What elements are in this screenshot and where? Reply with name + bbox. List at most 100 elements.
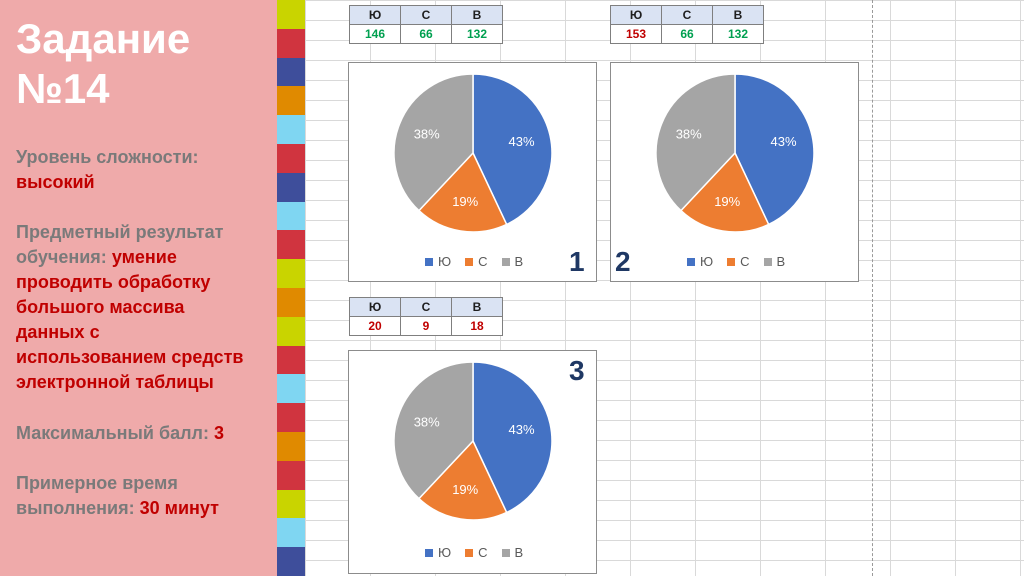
color-stripe bbox=[277, 0, 305, 29]
color-stripe-column bbox=[277, 0, 305, 576]
data-table-1: Ю С В 146 66 132 bbox=[349, 5, 503, 44]
legend-swatch bbox=[501, 257, 510, 266]
table-header-cell[interactable]: С bbox=[400, 297, 452, 317]
page-break-line bbox=[872, 0, 874, 576]
table-value-cell[interactable]: 9 bbox=[400, 316, 452, 336]
table-value-cell[interactable]: 18 bbox=[451, 316, 503, 336]
table-value-cell[interactable]: 132 bbox=[712, 24, 764, 44]
color-stripe bbox=[277, 201, 305, 231]
table-header-cell[interactable]: Ю bbox=[349, 297, 401, 317]
max-score-block: Максимальный балл: 3 bbox=[16, 421, 274, 446]
difficulty-block: Уровень сложности: высокий bbox=[16, 145, 274, 195]
legend-swatch bbox=[687, 257, 695, 266]
table-value-cell[interactable]: 20 bbox=[349, 316, 401, 336]
legend-label: Ю bbox=[438, 545, 452, 561]
table-header-cell[interactable]: В bbox=[451, 5, 503, 25]
pie-data-label: 19% bbox=[452, 482, 478, 497]
pie-slice[interactable] bbox=[472, 361, 553, 514]
color-stripe bbox=[277, 115, 305, 144]
result-value-5: использованием средств bbox=[16, 347, 244, 367]
pie-slice[interactable] bbox=[655, 73, 736, 212]
table-header-cell[interactable]: С bbox=[400, 5, 452, 25]
pie-chart-1[interactable]: 43% 19% 38% Ю С В 1 bbox=[348, 62, 597, 282]
legend-label: В bbox=[514, 545, 524, 561]
legend-swatch bbox=[763, 257, 772, 266]
legend-swatch bbox=[425, 257, 433, 266]
pie-slice[interactable] bbox=[393, 361, 474, 500]
color-stripe bbox=[277, 28, 305, 58]
pie-chart-2[interactable]: 43% 19% 38% Ю С В 2 bbox=[610, 62, 859, 282]
pie-slice[interactable] bbox=[472, 73, 553, 226]
color-stripe bbox=[277, 259, 305, 288]
color-stripe bbox=[277, 288, 305, 317]
max-score-value: 3 bbox=[213, 423, 224, 443]
pie-data-label: 43% bbox=[509, 422, 535, 437]
pie-slice[interactable] bbox=[417, 439, 508, 521]
table-value-cell[interactable]: 153 bbox=[610, 24, 662, 44]
pie-slice[interactable] bbox=[679, 151, 770, 233]
chart-number: 2 bbox=[615, 246, 631, 277]
result-value-3: большого массива bbox=[16, 297, 185, 317]
legend-swatch bbox=[501, 548, 510, 557]
pie-data-label: 19% bbox=[714, 194, 740, 209]
task-title-line1: Задание bbox=[16, 15, 191, 62]
table-header-cell[interactable]: В bbox=[712, 5, 764, 25]
difficulty-label: Уровень сложности: bbox=[16, 147, 199, 167]
chart-number: 1 bbox=[569, 246, 585, 277]
table-header-cell[interactable]: Ю bbox=[610, 5, 662, 25]
legend-label: С bbox=[478, 254, 488, 270]
legend-label: Ю bbox=[700, 254, 714, 270]
table-value-cell[interactable]: 146 bbox=[349, 24, 401, 44]
legend-label: Ю bbox=[438, 254, 452, 270]
table-value-cell[interactable]: 66 bbox=[661, 24, 713, 44]
data-table-3: Ю С В 20 9 18 bbox=[349, 297, 503, 336]
pie-chart-1-svg: 43% 19% 38% bbox=[393, 73, 553, 233]
pie-chart-3[interactable]: 43% 19% 38% Ю С В 3 bbox=[348, 350, 597, 574]
difficulty-value: высокий bbox=[16, 172, 95, 192]
legend-swatch bbox=[465, 257, 474, 266]
time-block: Примерное время выполнения: 30 минут bbox=[16, 471, 274, 521]
pie-slice[interactable] bbox=[417, 151, 508, 233]
color-stripe bbox=[277, 230, 305, 260]
legend-label: С bbox=[478, 545, 488, 561]
color-stripe bbox=[277, 172, 305, 202]
color-stripe bbox=[277, 432, 305, 461]
time-label-1: Примерное время bbox=[16, 473, 178, 493]
color-stripe bbox=[277, 86, 305, 116]
table-header-cell[interactable]: С bbox=[661, 5, 713, 25]
pie-chart-3-svg: 43% 19% 38% bbox=[393, 361, 553, 521]
table-value-cell[interactable]: 132 bbox=[451, 24, 503, 44]
result-label-2: обучения: bbox=[16, 247, 107, 267]
legend-swatch bbox=[727, 257, 736, 266]
table-header-cell[interactable]: Ю bbox=[349, 5, 401, 25]
result-value-6: электронной таблицы bbox=[16, 372, 214, 392]
task-title: Задание №14 bbox=[16, 14, 190, 114]
learning-result-block: Предметный результат обучения: умение пр… bbox=[16, 220, 274, 395]
pie-data-label: 19% bbox=[452, 194, 478, 209]
table-value-cell[interactable]: 66 bbox=[400, 24, 452, 44]
data-table-2: Ю С В 153 66 132 bbox=[610, 5, 764, 44]
color-stripe bbox=[277, 144, 305, 173]
legend-label: В bbox=[514, 254, 524, 270]
color-stripe bbox=[277, 316, 305, 346]
pie-chart-2-svg: 43% 19% 38% bbox=[655, 73, 815, 233]
pie-slice[interactable] bbox=[393, 73, 474, 212]
color-stripe bbox=[277, 345, 305, 375]
result-value-1: умение bbox=[111, 247, 177, 267]
result-value-4: данных с bbox=[16, 322, 100, 342]
color-stripe bbox=[277, 460, 305, 490]
table-header-cell[interactable]: В bbox=[451, 297, 503, 317]
time-label-2: выполнения: bbox=[16, 498, 135, 518]
task-sidebar: Задание №14 Уровень сложности: высокий П… bbox=[0, 0, 277, 576]
pie-data-label: 38% bbox=[676, 127, 702, 142]
legend-swatch bbox=[425, 548, 433, 557]
color-stripe bbox=[277, 489, 305, 519]
pie-slice[interactable] bbox=[734, 73, 815, 226]
result-label-1: Предметный результат bbox=[16, 222, 224, 242]
max-score-label: Максимальный балл: bbox=[16, 423, 209, 443]
result-value-2: проводить обработку bbox=[16, 272, 211, 292]
time-value: 30 минут bbox=[139, 498, 219, 518]
color-stripe bbox=[277, 547, 305, 576]
